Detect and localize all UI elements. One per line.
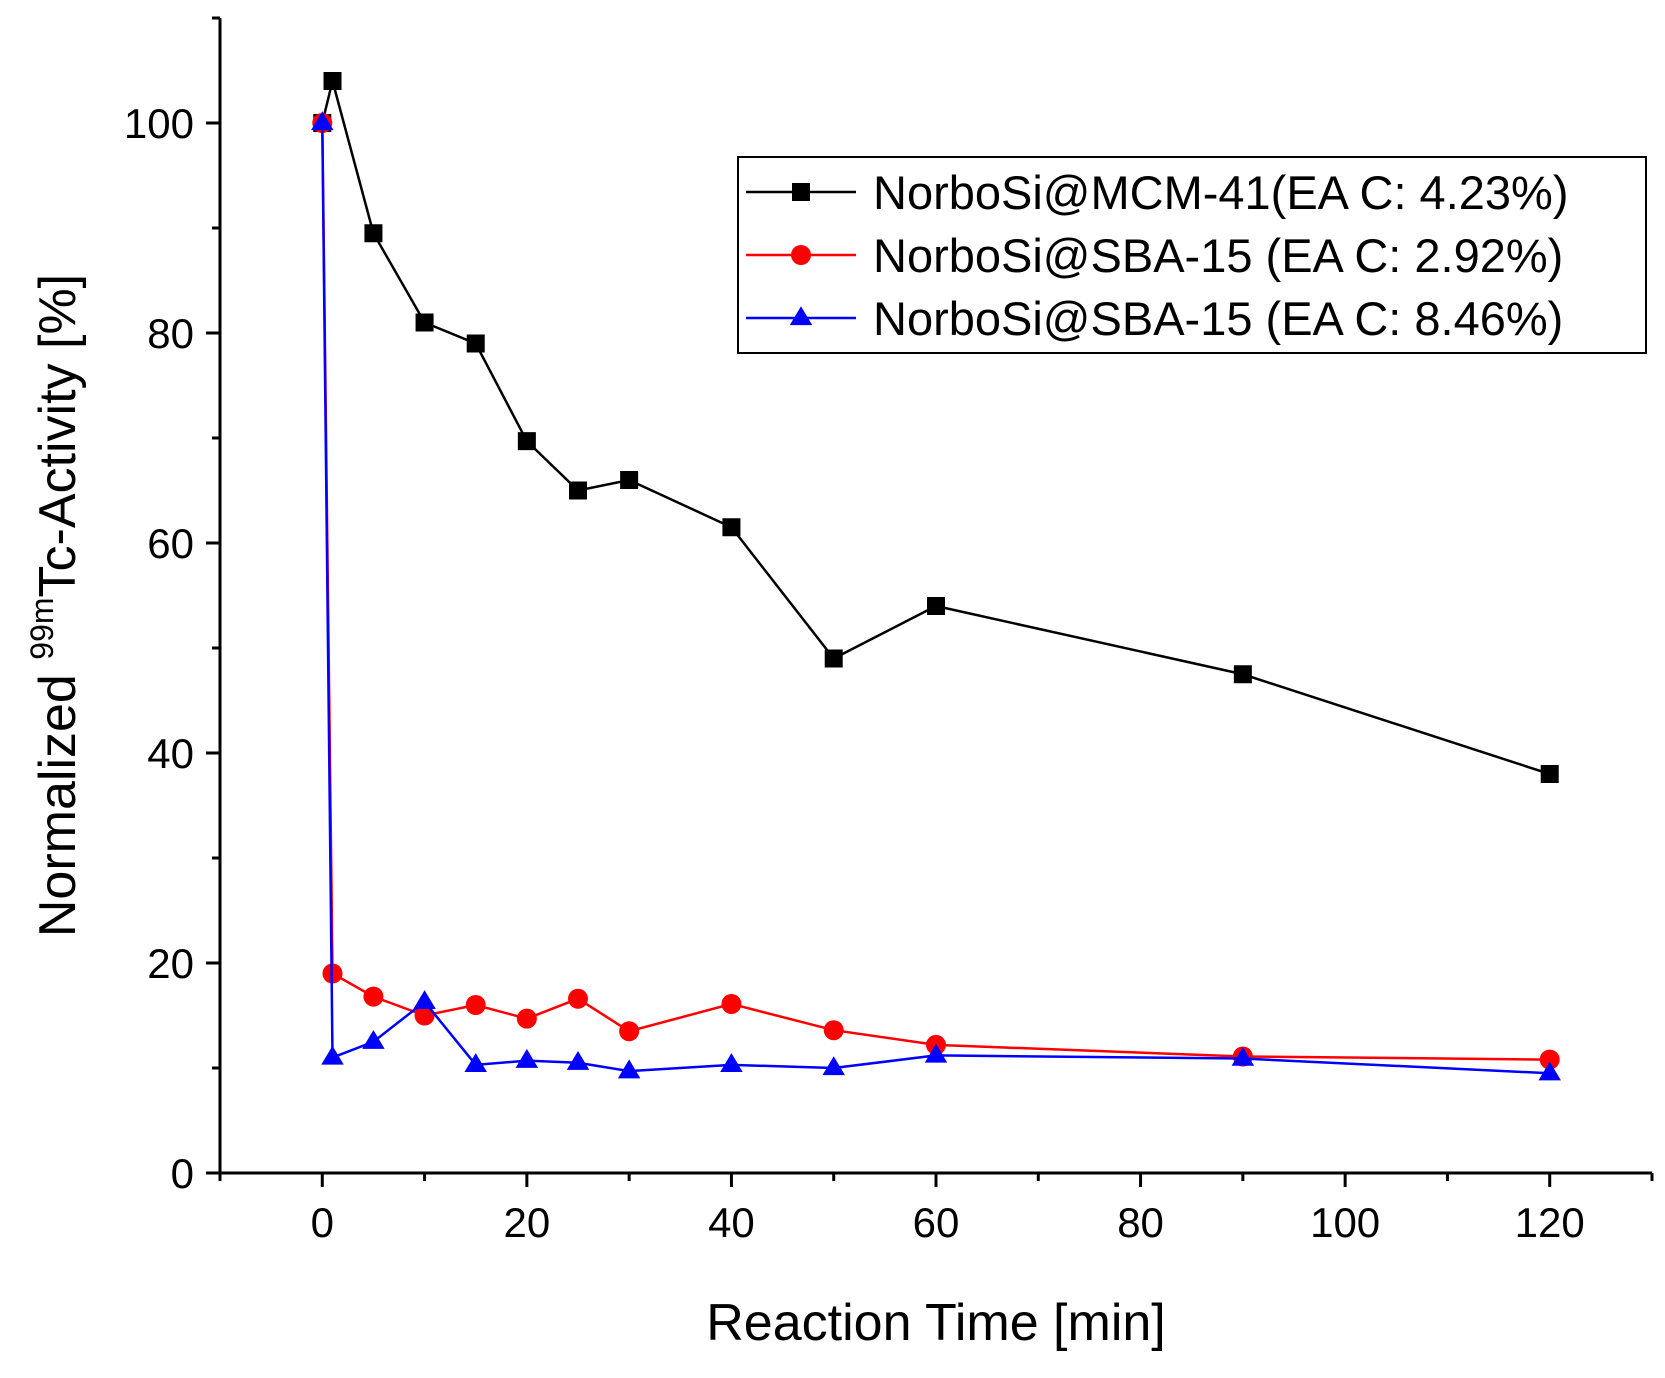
data-point-triangle — [822, 1056, 845, 1076]
legend-label: NorboSi@MCM-41(EA C: 4.23%) — [873, 166, 1568, 219]
data-point-circle — [363, 986, 384, 1007]
y-axis-label-prefix: Normalized — [29, 660, 87, 937]
y-axis-label-superscript: 99m — [24, 597, 60, 659]
y-tick-label: 40 — [147, 730, 194, 777]
data-point-square — [620, 471, 639, 489]
data-point-circle — [791, 245, 811, 265]
data-point-square — [1233, 665, 1252, 684]
data-point-triangle — [617, 1059, 641, 1079]
y-tick-label: 100 — [124, 100, 194, 147]
data-point-square — [323, 72, 342, 90]
x-tick-label: 80 — [1117, 1199, 1164, 1246]
data-point-square — [415, 313, 434, 332]
data-point-circle — [414, 1005, 435, 1026]
x-tick-label: 20 — [503, 1199, 550, 1246]
legend-entry: NorboSi@MCM-41(EA C: 4.23%) — [746, 166, 1568, 219]
legend-box — [737, 156, 1647, 354]
y-tick-label: 20 — [147, 940, 194, 987]
data-point-triangle — [515, 1048, 539, 1068]
data-point-circle — [568, 988, 588, 1009]
legend-label: NorboSi@SBA-15 (EA C: 2.92%) — [873, 229, 1563, 282]
data-point-triangle — [566, 1051, 590, 1070]
y-tick-label: 0 — [171, 1150, 194, 1197]
data-point-square — [792, 183, 810, 201]
data-point-circle — [619, 1021, 640, 1042]
data-point-square — [1540, 765, 1559, 783]
data-point-triangle — [311, 111, 334, 131]
x-tick-label: 0 — [311, 1199, 334, 1246]
data-point-triangle — [464, 1053, 487, 1073]
legend-label: NorboSi@SBA-15 (EA C: 8.46%) — [873, 292, 1563, 345]
y-tick-label: 60 — [147, 520, 194, 567]
data-point-square — [927, 597, 945, 615]
legend-entry: NorboSi@SBA-15 (EA C: 2.92%) — [746, 229, 1563, 282]
data-point-triangle — [1231, 1046, 1255, 1066]
series-3 — [311, 111, 1561, 1081]
data-point-square — [517, 432, 536, 451]
x-tick-label: 40 — [708, 1199, 755, 1246]
data-point-triangle — [321, 1045, 344, 1065]
series — [311, 72, 1561, 1081]
data-point-square — [722, 518, 741, 537]
data-point-circle — [1539, 1049, 1560, 1070]
data-point-triangle — [362, 1030, 385, 1049]
data-point-circle — [721, 993, 742, 1014]
data-point-triangle — [789, 306, 813, 326]
y-axis-label-suffix: Tc-Activity [%] — [29, 274, 87, 598]
y-axis-ticks: 0 20 40 60 80 100 — [124, 16, 220, 1197]
data-point-square — [364, 224, 383, 243]
data-point-triangle — [1538, 1061, 1561, 1081]
data-point-triangle — [413, 990, 436, 1010]
legend: NorboSi@MCM-41(EA C: 4.23%) NorboSi@SBA-1… — [737, 156, 1647, 354]
y-tick-label: 80 — [147, 310, 194, 357]
x-axis-ticks: 0 20 40 60 80 100 120 — [218, 1173, 1654, 1246]
data-point-triangle — [924, 1043, 948, 1063]
data-point-circle — [823, 1020, 844, 1041]
x-axis-label: Reaction Time [min] — [706, 1294, 1166, 1352]
data-point-square — [569, 481, 587, 500]
x-tick-label: 100 — [1310, 1199, 1380, 1246]
legend-entry: NorboSi@SBA-15 (EA C: 8.46%) — [746, 292, 1563, 345]
y-axis-label: Normalized 99mTc-Activity [%] — [24, 274, 87, 937]
data-point-square — [466, 334, 485, 353]
x-tick-label: 120 — [1515, 1199, 1585, 1246]
x-tick-label: 60 — [913, 1199, 960, 1246]
data-point-triangle — [720, 1053, 743, 1073]
data-point-square — [824, 649, 843, 668]
data-point-circle — [465, 995, 486, 1015]
data-point-circle — [516, 1008, 537, 1029]
